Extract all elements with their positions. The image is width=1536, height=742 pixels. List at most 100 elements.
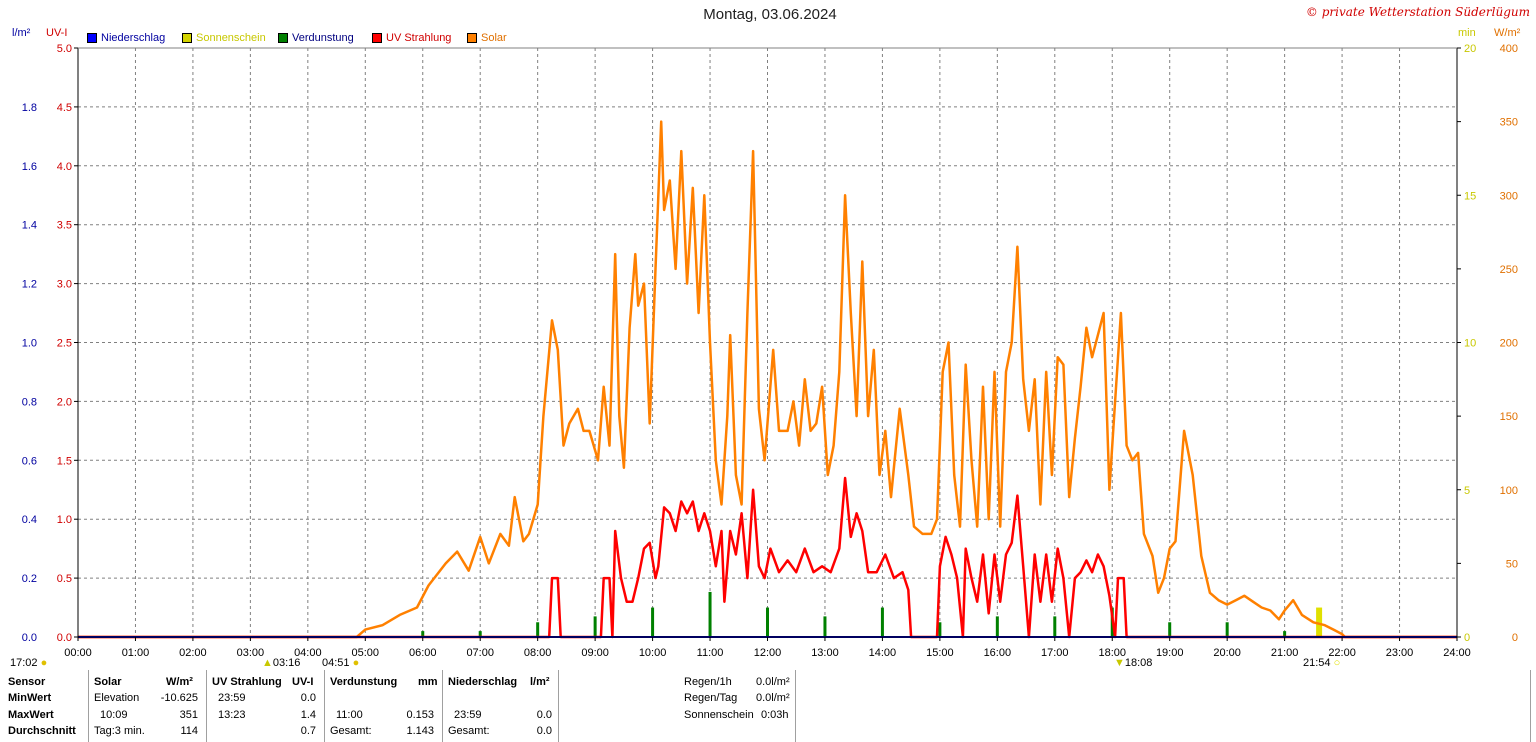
solar-tick-label: 300	[1500, 190, 1518, 202]
precip-total-label: Gesamt:	[448, 725, 490, 737]
chart-title: Montag, 03.06.2024	[703, 6, 837, 23]
uv-max-time: 13:23	[218, 709, 246, 721]
precip-tick-label: 1.4	[22, 220, 37, 232]
evaporation-bar	[651, 607, 655, 637]
x-tick-label: 08:00	[524, 647, 552, 659]
rain-1h-value: 0.0l/m²	[756, 676, 790, 688]
legend-item-niederschlag: Niederschlag	[87, 31, 165, 45]
moonset-time: ▲03:16	[262, 657, 301, 669]
x-tick-label: 06:00	[409, 647, 437, 659]
solar-min-label: Elevation	[94, 692, 140, 704]
x-tick-label: 16:00	[984, 647, 1012, 659]
x-tick-label: 20:00	[1213, 647, 1241, 659]
precip-tick-label: 0.4	[22, 514, 37, 526]
sunrise-time: 04:51 ●	[322, 657, 360, 669]
x-tick-label: 22:00	[1328, 647, 1356, 659]
evaporation-bar	[593, 616, 597, 637]
solar-tick-label: 100	[1500, 485, 1518, 497]
sunshine-unit-label: min	[1458, 27, 1476, 39]
chart-bars	[421, 591, 1323, 637]
solar-tick-label: 150	[1500, 411, 1518, 423]
evap-max-time: 11:00	[336, 709, 363, 721]
x-tick-label: 07:00	[466, 647, 494, 659]
solar-tick-label: 200	[1500, 338, 1518, 350]
evap-header: Verdunstung	[330, 676, 398, 688]
x-tick-label: 18:00	[1098, 647, 1126, 659]
legend-swatch	[182, 33, 192, 43]
solar-avg-value: 114	[180, 725, 198, 737]
solar-tick-label: 50	[1506, 558, 1518, 570]
x-tick-label: 19:00	[1156, 647, 1184, 659]
legend-swatch	[278, 33, 288, 43]
x-tick-label: 11:00	[697, 647, 724, 659]
sunshine-tick-label: 15	[1464, 190, 1476, 202]
legend-label: Verdunstung	[292, 32, 354, 44]
rain-day-value: 0.0l/m²	[756, 692, 790, 704]
legend-label: UV Strahlung	[386, 32, 452, 44]
precip-unit: l/m²	[530, 676, 550, 688]
precip-tick-label: 1.0	[22, 338, 37, 350]
row-label-max: MaxWert	[8, 709, 54, 721]
uv-unit-label: UV-I	[46, 27, 68, 39]
chart-grid	[78, 48, 1457, 637]
legend-item-solar: Solar	[467, 31, 507, 45]
uv-tick-label: 1.0	[57, 514, 72, 526]
evaporation-bar	[1168, 622, 1172, 637]
evaporation-bar	[1053, 616, 1057, 637]
rain-1h-label: Regen/1h	[684, 676, 732, 688]
x-tick-label: 09:00	[581, 647, 609, 659]
evaporation-bar	[708, 591, 712, 637]
precip-tick-label: 0.0	[22, 632, 37, 644]
solar-min-value: -10.625	[160, 692, 198, 704]
x-tick-label: 01:00	[122, 647, 150, 659]
precip-tick-label: 1.6	[22, 161, 37, 173]
x-tick-label: 14:00	[869, 647, 897, 659]
solar-tick-label: 250	[1500, 264, 1518, 276]
evaporation-bar	[421, 631, 425, 637]
row-label-min: MinWert	[8, 692, 52, 704]
evap-unit: mm	[418, 676, 438, 688]
row-label-sensor: Sensor	[8, 676, 46, 688]
x-tick-label: 10:00	[639, 647, 667, 659]
x-tick-label: 00:00	[64, 647, 92, 659]
precip-tick-label: 0.8	[22, 396, 37, 408]
legend-swatch	[87, 33, 97, 43]
uv-avg-value: 0.7	[300, 725, 316, 737]
uv-header: UV Strahlung	[212, 676, 282, 688]
legend-label: Niederschlag	[101, 32, 166, 44]
legend-label: Solar	[481, 32, 507, 44]
solar-max-value: 351	[179, 709, 198, 721]
x-tick-label: 21:00	[1271, 647, 1299, 659]
x-tick-label: 23:00	[1386, 647, 1414, 659]
evaporation-bar	[823, 616, 827, 637]
x-tick-label: 02:00	[179, 647, 207, 659]
evaporation-bar	[995, 616, 999, 637]
precip-max-value: 0.0	[536, 709, 552, 721]
uv-unit: UV-I	[292, 676, 314, 688]
uv-tick-label: 3.0	[57, 279, 72, 291]
chart-axes	[74, 47, 1461, 641]
evap-total-value: 1.143	[406, 725, 434, 737]
uv-tick-label: 5.0	[57, 43, 72, 55]
evaporation-bar	[536, 622, 540, 637]
solar-unit: W/m²	[166, 676, 193, 688]
evaporation-bar	[766, 607, 769, 637]
uv-min-time: 23:59	[218, 692, 246, 704]
legend-swatch	[372, 33, 382, 43]
evap-max-value: 0.153	[406, 709, 434, 721]
sunshine-tick-label: 20	[1464, 43, 1476, 55]
precip-unit-label: l/m²	[12, 27, 31, 39]
uv-max-value: 1.4	[300, 709, 316, 721]
x-tick-label: 03:00	[237, 647, 265, 659]
legend-item-verdunstung: Verdunstung	[278, 31, 354, 45]
legend-swatch	[467, 33, 477, 43]
precip-tick-label: 0.6	[22, 455, 37, 467]
x-tick-label: 12:00	[754, 647, 782, 659]
uv-tick-label: 2.0	[57, 396, 72, 408]
sunshine-bar	[1316, 607, 1323, 637]
sunset-time: 21:54 ○	[1303, 657, 1341, 669]
precip-max-time: 23:59	[454, 709, 482, 721]
solar-max-time: 10:09	[100, 709, 128, 721]
uv-min-value: 0.0	[300, 692, 316, 704]
